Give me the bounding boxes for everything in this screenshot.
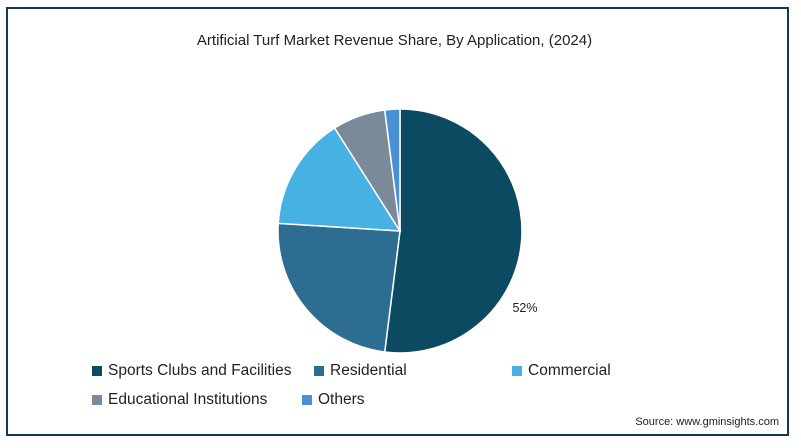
- legend: Sports Clubs and Facilities Residential …: [92, 362, 652, 420]
- legend-label: Others: [318, 391, 365, 408]
- legend-label: Commercial: [528, 362, 611, 379]
- pie-slice-commercial: [277, 126, 402, 232]
- legend-row-2: Educational Institutions Others: [92, 391, 652, 420]
- data-label: 52%: [512, 301, 537, 315]
- pie-slice-others: [383, 108, 401, 232]
- legend-item-residential: Residential: [314, 362, 407, 380]
- chart-title: Artificial Turf Market Revenue Share, By…: [196, 32, 593, 49]
- legend-swatch: [302, 395, 312, 405]
- legend-item-commercial: Commercial: [512, 362, 611, 380]
- legend-row-1: Sports Clubs and Facilities Residential …: [92, 362, 652, 391]
- legend-swatch: [314, 366, 324, 376]
- source-note: Source: www.gminsights.com: [635, 416, 779, 428]
- legend-item-educational: Educational Institutions: [92, 391, 267, 409]
- legend-swatch: [92, 395, 102, 405]
- pie-slice-sports-clubs-and-facilities: [383, 108, 523, 354]
- legend-swatch: [512, 366, 522, 376]
- legend-label: Residential: [330, 362, 407, 379]
- legend-swatch: [92, 366, 102, 376]
- legend-label: Sports Clubs and Facilities: [108, 362, 292, 379]
- pie-slice-residential: [277, 222, 401, 353]
- legend-item-sports-clubs: Sports Clubs and Facilities: [92, 362, 292, 380]
- legend-item-others: Others: [302, 391, 365, 409]
- legend-label: Educational Institutions: [108, 391, 268, 408]
